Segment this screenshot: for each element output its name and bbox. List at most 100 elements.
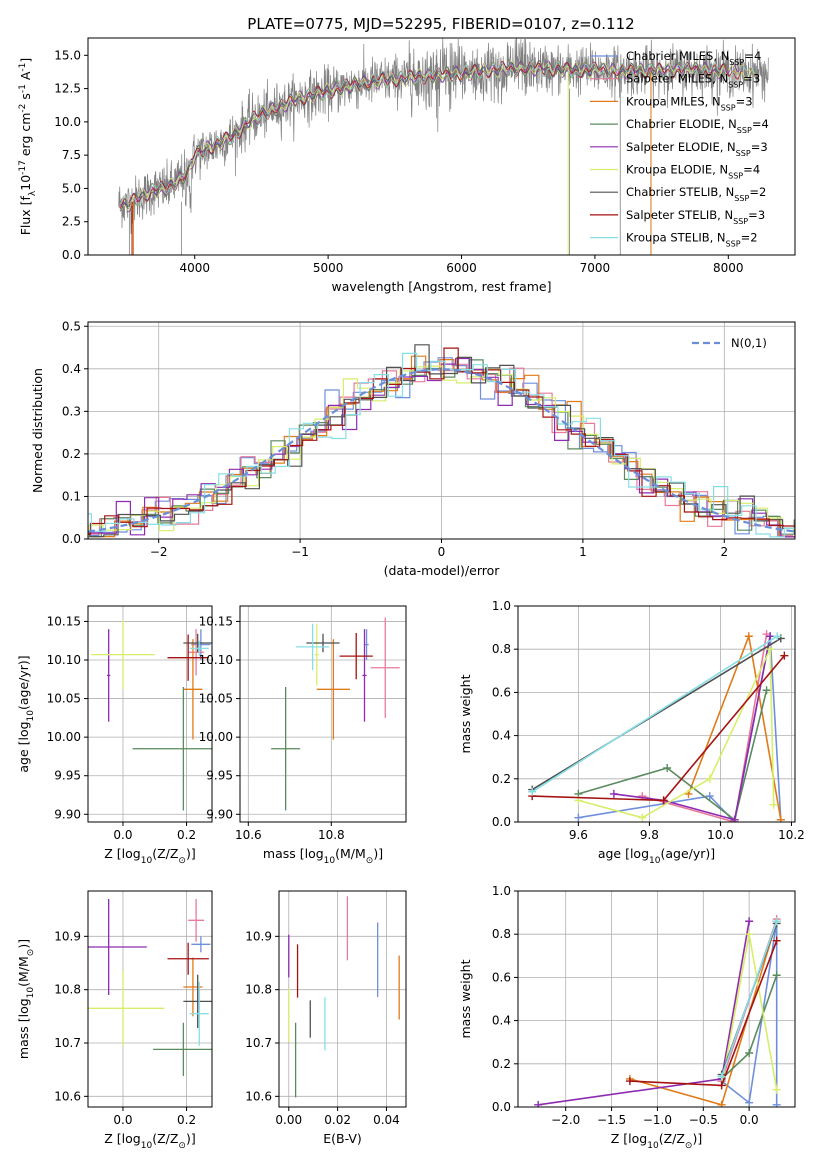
weight-marker xyxy=(705,792,714,801)
weight-marker xyxy=(659,796,668,805)
residual-histogram xyxy=(88,365,795,537)
x-tick-label: 0 xyxy=(438,545,446,559)
axes-frame xyxy=(517,605,796,823)
y-tick-label: 0.5 xyxy=(62,319,81,333)
x-tick-label: 6000 xyxy=(446,261,477,275)
legend-label: Kroupa ELODIE, NSSP=4 xyxy=(626,163,760,181)
weight-line xyxy=(531,637,782,791)
legend-model-name: Salpeter ELODIE xyxy=(626,140,720,154)
y-axis-label: Flux [fλ10-17 erg cm-2 s-1 A-1] xyxy=(18,58,38,236)
y-tick-label: 0.4 xyxy=(492,1014,511,1028)
axes-frame xyxy=(87,890,213,1108)
weight-marker xyxy=(766,645,775,654)
legend-nssp: 2 xyxy=(750,231,757,245)
y-tick-label: 10.6 xyxy=(245,1089,272,1103)
legend-label: Salpeter MILES, NSSP=3 xyxy=(626,72,760,90)
y-tick-label: 10.7 xyxy=(54,1036,81,1050)
y-tick-label: 0.2 xyxy=(492,1057,511,1071)
y-tick-label: 1.0 xyxy=(492,884,511,898)
legend-model-name: Kroupa MILES xyxy=(626,94,705,108)
y-tick-label: 2.5 xyxy=(62,215,81,229)
errorbar-point xyxy=(370,617,400,718)
legend-label: Chabrier MILES, NSSP=4 xyxy=(626,49,761,67)
legend-nssp: 4 xyxy=(753,163,760,177)
weight-marker xyxy=(705,774,714,783)
x-tick-label: 8000 xyxy=(713,261,744,275)
errorbar-point xyxy=(132,687,212,811)
weight-marker xyxy=(717,1072,726,1081)
legend-model-name: Kroupa STELIB xyxy=(626,231,710,245)
errorbar-point xyxy=(107,629,111,722)
weight-marker xyxy=(730,815,739,822)
y-tick-label: 10.15 xyxy=(47,614,81,628)
y-tick-label: 10.15 xyxy=(199,614,233,628)
weight-line xyxy=(642,633,768,822)
x-tick-label: 0.0 xyxy=(740,1113,759,1127)
errorbar-point xyxy=(191,936,211,953)
y-tick-label: 10.9 xyxy=(245,929,272,943)
y-tick-label: 10.10 xyxy=(199,653,233,667)
weight-marker xyxy=(780,651,789,660)
weight-marker xyxy=(773,632,782,641)
weight-marker xyxy=(766,632,775,641)
weight-marker xyxy=(762,686,771,695)
x-axis-label: (data-model)/error xyxy=(384,563,501,578)
y-tick-label: 9.95 xyxy=(206,769,233,783)
x-tick-label: 7000 xyxy=(580,261,611,275)
y-tick-label: 0.6 xyxy=(492,970,511,984)
plot-area xyxy=(288,896,400,1098)
errorbar-point xyxy=(189,640,209,657)
x-tick-label: 0.2 xyxy=(177,828,196,842)
legend-label: Kroupa MILES, NSSP=3 xyxy=(626,94,753,112)
errorbar-point xyxy=(88,971,165,1046)
x-tick-label: 9.6 xyxy=(569,828,588,842)
model-spectrum-line xyxy=(119,60,729,210)
x-tick-label: 10.2 xyxy=(778,828,805,842)
axes-frame xyxy=(87,605,213,823)
x-axis-label: wavelength [Angstrom, rest frame] xyxy=(331,279,551,294)
legend-nssp: 3 xyxy=(753,72,760,86)
y-tick-label: 0.1 xyxy=(62,489,81,503)
weight-marker xyxy=(745,930,754,939)
x-tick-label: −1.5 xyxy=(597,1113,626,1127)
y-tick-label: 10.7 xyxy=(245,1036,272,1050)
chart-weight_vs_age: 9.6 9.8 10.0 10.2 0.0 0.2 0.4 0.6 0.8 1.0 age [log… xyxy=(458,599,805,866)
y-tick-label: 0.3 xyxy=(62,404,81,418)
errorbar-point xyxy=(167,634,209,681)
weight-marker xyxy=(534,1100,543,1107)
y-tick-label: 10.0 xyxy=(54,115,81,129)
errorbar-point xyxy=(153,1022,212,1077)
plot-area xyxy=(88,344,795,538)
x-tick-label: 10.6 xyxy=(235,828,262,842)
plot-area xyxy=(534,915,781,1107)
weight-marker xyxy=(745,1098,754,1107)
y-tick-label: 10.8 xyxy=(245,983,272,997)
legend-nssp: 2 xyxy=(759,185,766,199)
errorbar-point xyxy=(364,629,369,660)
errorbar-point xyxy=(314,623,319,686)
y-axis-label: mass weight xyxy=(458,959,473,1038)
y-tick-label: 0.0 xyxy=(62,248,81,262)
weight-marker xyxy=(625,1077,634,1086)
x-tick-label: 0.2 xyxy=(177,1113,196,1127)
chart-age_vs_mass: 10.6 10.8 9.90 9.95 10.00 10.05 10.10 10.15 mass… xyxy=(199,605,407,866)
y-tick-label: 10.05 xyxy=(199,692,233,706)
model-spectrum-line xyxy=(119,60,742,213)
weight-marker xyxy=(745,1049,754,1057)
weight-marker xyxy=(745,917,754,926)
y-tick-label: 10.9 xyxy=(54,929,81,943)
residual-histogram xyxy=(88,347,795,535)
errorbar-point xyxy=(339,633,373,680)
y-tick-label: 0.2 xyxy=(492,772,511,786)
weight-marker xyxy=(638,792,647,801)
errorbar-point xyxy=(191,629,211,660)
x-tick-label: −2.0 xyxy=(551,1113,580,1127)
legend-model-name: Chabrier STELIB xyxy=(626,185,718,199)
weight-line xyxy=(578,648,775,819)
y-axis-label: mass [log10(M/M⊙)] xyxy=(16,939,36,1059)
legend-nssp: 3 xyxy=(760,140,767,154)
x-axis-label: mass [log10(M/M⊙)] xyxy=(263,846,383,866)
chart-residuals: −2 −1 0 1 2 0.0 0.1 0.2 0.3 0.4 0.5 (data-model)/er… xyxy=(30,319,796,578)
x-tick-label: 0.02 xyxy=(324,1113,351,1127)
y-tick-label: 0.4 xyxy=(62,362,81,376)
